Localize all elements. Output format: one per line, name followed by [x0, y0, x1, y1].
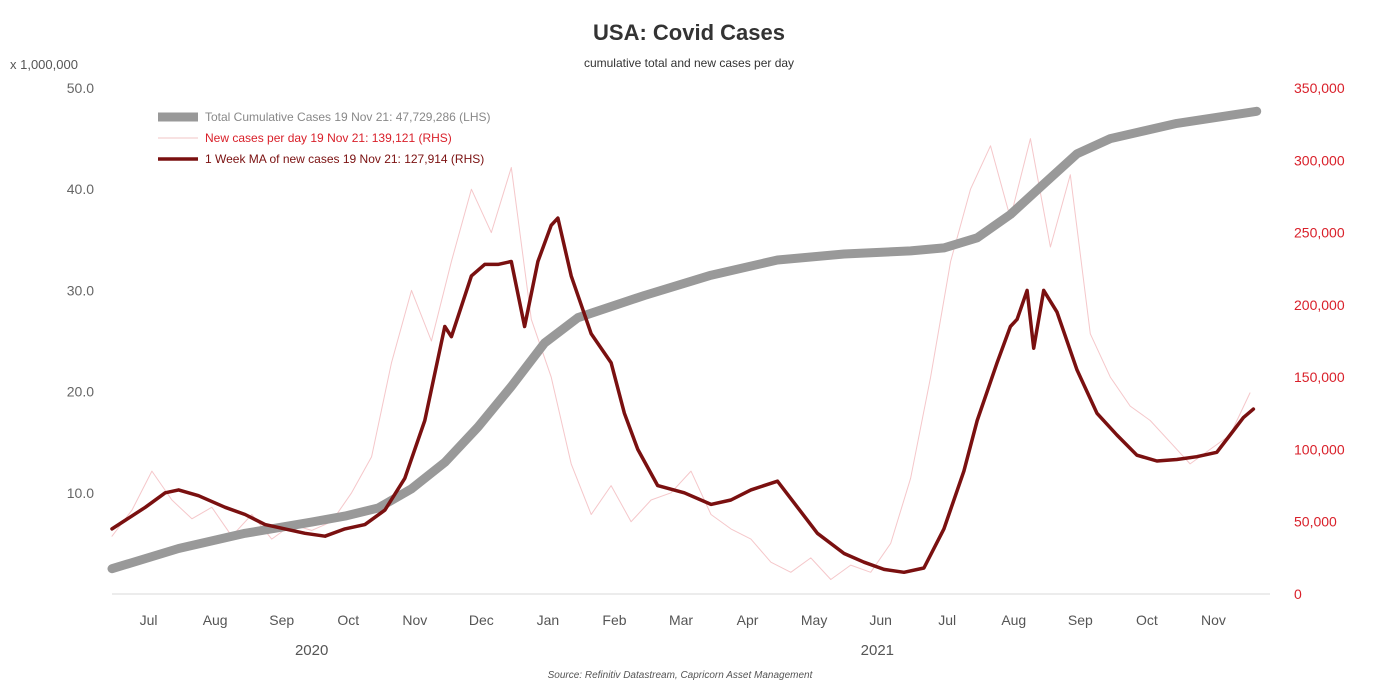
left-tick-label: 20.0 [67, 384, 94, 400]
year-label: 2020 [295, 642, 328, 659]
x-tick-label: Nov [402, 612, 427, 628]
right-tick-label: 350,000 [1294, 80, 1345, 96]
plot-area: 10.0 20.0 30.0 40.0 50.0 0 50,000 100,000 150,0… [67, 80, 1345, 659]
series-line-new-cases [111, 138, 1251, 580]
year-label: 2021 [861, 642, 894, 659]
right-tick-label: 50,000 [1294, 514, 1337, 530]
left-axis: 10.0 20.0 30.0 40.0 50.0 [67, 80, 94, 501]
series-line-ma [110, 216, 1256, 575]
left-tick-label: 10.0 [67, 485, 94, 501]
legend-label: 1 Week MA of new cases 19 Nov 21: 127,91… [205, 152, 484, 166]
x-tick-label: Jun [869, 612, 892, 628]
x-tick-label: Oct [337, 612, 359, 628]
right-tick-label: 0 [1294, 586, 1302, 602]
left-axis-unit-label: x 1,000,000 [10, 57, 78, 72]
right-axis: 0 50,000 100,000 150,000 200,000 250,000 300,0… [1294, 80, 1345, 602]
chart-source: Source: Refinitiv Datastream, Capricorn … [548, 670, 814, 681]
series-layer [107, 106, 1262, 580]
right-tick-label: 150,000 [1294, 369, 1345, 385]
chart-title: USA: Covid Cases [593, 20, 785, 45]
x-tick-label: Aug [203, 612, 228, 628]
legend-label: Total Cumulative Cases 19 Nov 21: 47,729… [205, 110, 491, 124]
x-tick-label: Oct [1136, 612, 1158, 628]
x-tick-label: May [801, 612, 827, 628]
x-tick-label: Dec [469, 612, 494, 628]
x-tick-label: Apr [737, 612, 759, 628]
right-tick-label: 300,000 [1294, 152, 1345, 168]
left-tick-label: 30.0 [67, 282, 94, 298]
right-tick-label: 250,000 [1294, 225, 1345, 241]
x-tick-label: Nov [1201, 612, 1226, 628]
x-tick-label: Feb [602, 612, 626, 628]
chart-subtitle: cumulative total and new cases per day [584, 56, 794, 70]
x-tick-label: Jul [140, 612, 158, 628]
x-tick-label: Sep [1068, 612, 1093, 628]
right-tick-label: 200,000 [1294, 297, 1345, 313]
right-tick-label: 100,000 [1294, 441, 1345, 457]
legend: Total Cumulative Cases 19 Nov 21: 47,729… [158, 110, 491, 166]
x-tick-label: Jul [938, 612, 956, 628]
series-line-cumulative [107, 106, 1262, 574]
x-tick-label: Sep [269, 612, 294, 628]
x-tick-label: Mar [669, 612, 693, 628]
x-tick-label: Aug [1001, 612, 1026, 628]
left-tick-label: 50.0 [67, 80, 94, 96]
x-tick-label: Jan [537, 612, 560, 628]
left-tick-label: 40.0 [67, 181, 94, 197]
x-axis: Jul Aug Sep Oct Nov Dec Jan Feb Mar Apr May Jun Jul A… [140, 612, 1226, 659]
legend-label: New cases per day 19 Nov 21: 139,121 (RH… [205, 131, 452, 145]
